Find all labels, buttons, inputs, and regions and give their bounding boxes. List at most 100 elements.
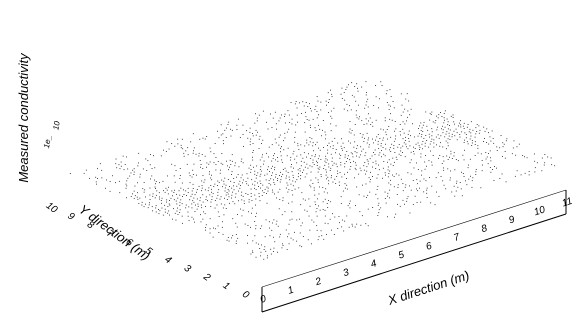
data-point — [252, 150, 254, 151]
data-point — [314, 201, 316, 203]
data-point — [137, 192, 138, 194]
data-point — [410, 135, 411, 137]
data-point — [227, 193, 229, 195]
data-point — [167, 193, 169, 195]
data-point — [316, 111, 318, 112]
data-point — [353, 96, 355, 98]
data-point — [406, 146, 407, 148]
data-point — [375, 119, 377, 121]
data-point — [226, 192, 228, 193]
data-point — [429, 119, 431, 121]
data-point — [300, 175, 302, 176]
data-point — [227, 124, 229, 125]
data-point — [341, 226, 343, 228]
data-point — [296, 162, 298, 164]
data-point — [340, 196, 342, 198]
data-point — [413, 146, 414, 148]
data-point — [279, 236, 281, 238]
data-point — [230, 180, 232, 182]
data-point — [386, 90, 388, 92]
data-point — [260, 187, 261, 189]
data-point — [298, 173, 299, 175]
data-point — [265, 250, 267, 252]
data-point — [423, 121, 425, 123]
data-point — [294, 158, 296, 160]
data-point — [420, 201, 422, 203]
data-point — [544, 154, 546, 155]
data-point — [300, 204, 302, 206]
data-point — [255, 216, 257, 217]
data-point — [389, 118, 391, 120]
data-point — [339, 157, 341, 159]
data-point — [402, 183, 404, 184]
data-point — [248, 199, 250, 201]
data-point — [281, 176, 282, 178]
data-point — [374, 154, 376, 155]
data-point — [317, 181, 319, 183]
data-point — [325, 138, 326, 140]
data-point — [385, 202, 387, 204]
data-point — [318, 193, 320, 195]
data-point — [393, 186, 395, 188]
data-point — [431, 135, 433, 137]
data-point — [450, 170, 451, 172]
data-point — [356, 145, 358, 147]
data-point — [373, 152, 374, 153]
data-point — [485, 158, 487, 160]
data-point — [242, 195, 244, 197]
data-point — [400, 114, 402, 116]
data-point — [205, 227, 206, 228]
data-point — [474, 144, 476, 145]
data-point — [385, 174, 386, 176]
data-point — [292, 180, 294, 182]
data-point — [366, 101, 368, 103]
data-point — [206, 166, 207, 168]
data-point — [285, 177, 287, 179]
data-point — [200, 221, 202, 223]
data-point — [199, 160, 201, 161]
data-point — [299, 245, 301, 247]
data-point — [183, 152, 185, 154]
data-point — [132, 193, 133, 195]
data-point — [191, 190, 193, 192]
data-point — [324, 131, 326, 133]
data-point — [271, 175, 273, 176]
data-point — [394, 152, 396, 153]
data-point — [327, 207, 329, 208]
data-point — [465, 137, 467, 139]
data-point — [282, 197, 284, 199]
data-point — [377, 198, 379, 200]
data-point — [254, 180, 256, 182]
x-tick-label: 3 — [342, 267, 351, 279]
data-point — [377, 174, 379, 176]
data-point — [474, 141, 476, 143]
data-point — [202, 201, 204, 203]
data-point — [300, 225, 302, 227]
data-point — [493, 142, 495, 144]
data-point — [227, 237, 229, 238]
data-point — [315, 177, 317, 179]
data-point — [252, 152, 254, 153]
data-point — [355, 169, 357, 171]
data-point — [130, 196, 132, 197]
data-point — [161, 202, 162, 204]
data-point — [422, 124, 424, 126]
data-point — [137, 198, 139, 200]
data-point — [426, 125, 428, 127]
z-axis-title: Measured conductivity — [16, 52, 31, 183]
data-point — [238, 200, 239, 202]
data-point — [332, 213, 333, 215]
data-point — [168, 210, 170, 212]
data-point — [522, 155, 524, 156]
data-point — [335, 163, 337, 165]
data-point — [524, 172, 526, 174]
data-point — [299, 102, 300, 104]
data-point — [263, 163, 264, 165]
data-point — [337, 142, 339, 144]
data-point — [318, 168, 320, 170]
data-point — [241, 191, 243, 193]
data-point — [303, 152, 305, 154]
data-point — [217, 194, 219, 196]
data-point — [176, 193, 177, 195]
